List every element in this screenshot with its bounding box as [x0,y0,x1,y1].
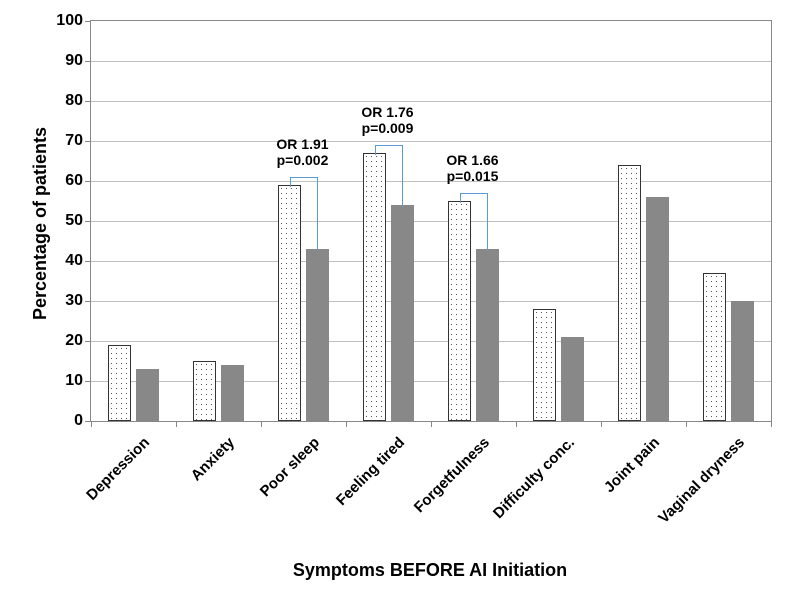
annotation-or: OR 1.91 [258,136,348,152]
x-tick-mark [261,421,262,427]
y-tick-mark [85,301,91,302]
y-tick-label: 70 [65,132,83,150]
annotation-p: p=0.002 [258,152,348,168]
grid-line [91,101,771,102]
bar-cont [646,197,669,421]
y-tick-label: 40 [65,252,83,270]
y-tick-label: 20 [65,332,83,350]
bar-cont [476,249,499,421]
y-tick-mark [85,21,91,22]
bar-cont [391,205,414,421]
y-tick-mark [85,261,91,262]
x-tick-mark [346,421,347,427]
y-tick-label: 80 [65,92,83,110]
bar-disc [618,165,641,421]
y-tick-label: 30 [65,292,83,310]
y-tick-label: 60 [65,172,83,190]
y-tick-mark [85,61,91,62]
bracket-leg [375,145,376,155]
annotation-or: OR 1.66 [428,152,518,168]
x-tick-mark [176,421,177,427]
bar-cont [136,369,159,421]
plot-area: 0102030405060708090100 [90,20,772,422]
y-tick-mark [85,181,91,182]
bracket-leg [487,193,488,251]
y-tick-label: 100 [56,12,83,30]
bracket-leg [460,193,461,203]
y-tick-mark [85,101,91,102]
bar-disc [363,153,386,421]
y-tick-mark [85,341,91,342]
annotation-p: p=0.009 [343,120,433,136]
y-tick-label: 10 [65,372,83,390]
annotation-or: OR 1.76 [343,104,433,120]
bar-cont [306,249,329,421]
y-tick-mark [85,381,91,382]
grid-line [91,61,771,62]
bar-disc [108,345,131,421]
bar-disc [448,201,471,421]
grid-line [91,261,771,262]
bar-disc [533,309,556,421]
x-tick-mark [91,421,92,427]
grid-line [91,341,771,342]
y-tick-label: 90 [65,52,83,70]
y-tick-mark [85,141,91,142]
bracket-leg [317,177,318,251]
y-tick-mark [85,221,91,222]
bracket-leg [402,145,403,207]
x-tick-mark [686,421,687,427]
grid-line [91,141,771,142]
bar-disc [703,273,726,421]
x-tick-mark [431,421,432,427]
annotation: OR 1.76p=0.009 [343,104,433,136]
bracket-line [290,177,318,178]
bar-cont [731,301,754,421]
grid-line [91,221,771,222]
bar-disc [278,185,301,421]
bar-disc [193,361,216,421]
x-axis-label: Symptoms BEFORE AI Initiation [90,560,770,581]
annotation: OR 1.91p=0.002 [258,136,348,168]
annotation: OR 1.66p=0.015 [428,152,518,184]
y-tick-label: 50 [65,212,83,230]
grid-line [91,301,771,302]
x-tick-mark [601,421,602,427]
annotation-p: p=0.015 [428,168,518,184]
x-tick-mark [516,421,517,427]
bar-cont [561,337,584,421]
bracket-line [460,193,488,194]
y-axis-label: Percentage of patients [30,127,51,320]
x-tick-mark [771,421,772,427]
y-tick-label: 0 [74,412,83,430]
bar-cont [221,365,244,421]
bracket-leg [290,177,291,187]
bracket-line [375,145,403,146]
